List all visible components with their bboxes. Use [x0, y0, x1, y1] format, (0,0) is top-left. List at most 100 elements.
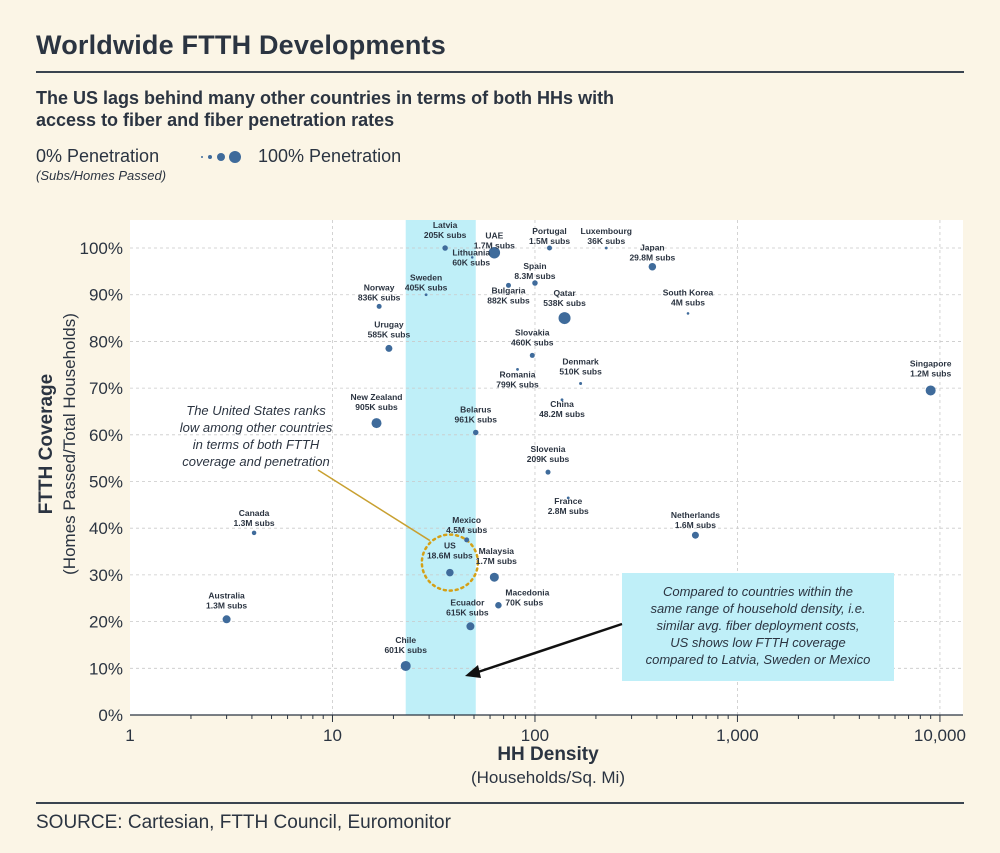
x-tick-label: 1,000	[716, 726, 759, 745]
point-country-label: Netherlands	[671, 510, 720, 520]
title-rule	[36, 71, 964, 73]
legend-size-dots	[201, 151, 241, 163]
x-tick-label: 1	[125, 726, 134, 745]
point-country-label: UAE	[485, 231, 503, 241]
data-point	[529, 352, 535, 358]
point-subs-label: 615K subs	[446, 607, 489, 617]
comparison-callout-text: similar avg. fiber deployment costs,	[656, 618, 859, 633]
data-point	[560, 398, 564, 402]
point-subs-label: 4.5M subs	[446, 525, 487, 535]
point-subs-label: 1.7M subs	[476, 556, 517, 566]
data-point	[222, 615, 231, 624]
us-callout-text: in terms of both FTTH	[193, 437, 320, 452]
point-country-label: Urugay	[374, 319, 404, 329]
point-country-label: Portugal	[532, 226, 566, 236]
point-subs-label: 460K subs	[511, 337, 554, 347]
data-point	[925, 385, 936, 396]
data-point	[505, 282, 511, 288]
density-highlight-band	[405, 220, 476, 715]
data-point	[400, 660, 411, 671]
data-point	[470, 256, 474, 259]
x-axis-title: HH Density	[497, 744, 599, 765]
comparison-callout-box	[622, 573, 894, 681]
data-point	[424, 293, 428, 297]
y-tick-label: 0%	[98, 706, 123, 725]
point-subs-label: 510K subs	[559, 366, 602, 376]
point-country-label: Canada	[239, 508, 270, 518]
point-country-label: Malaysia	[479, 546, 515, 556]
us-callout-leader	[317, 469, 431, 542]
point-country-label: Mexico	[452, 515, 481, 525]
point-subs-label: 961K subs	[454, 414, 497, 424]
footer-rule	[36, 802, 964, 804]
data-point	[566, 496, 570, 500]
us-callout-text: The United States ranks	[186, 403, 326, 418]
point-country-label: Lithuania	[452, 247, 490, 257]
point-country-label: Australia	[208, 590, 245, 600]
point-country-label: Chile	[395, 635, 416, 645]
us-callout-text: coverage and penetration	[182, 454, 329, 469]
point-country-label: Latvia	[433, 220, 458, 230]
point-subs-label: 799K subs	[496, 379, 539, 389]
point-subs-label: 1.5M subs	[529, 236, 570, 246]
data-point	[545, 469, 551, 475]
data-point	[648, 262, 657, 271]
data-point	[604, 246, 608, 250]
point-subs-label: 405K subs	[405, 283, 448, 293]
point-subs-label: 601K subs	[384, 645, 427, 655]
legend-note: (Subs/Homes Passed)	[36, 168, 167, 183]
point-subs-label: 836K subs	[358, 292, 401, 302]
data-point	[464, 537, 470, 543]
us-callout-text: low among other countries	[180, 420, 333, 435]
point-subs-label: 48.2M subs	[539, 409, 585, 419]
y-tick-label: 20%	[89, 613, 123, 632]
data-point	[579, 381, 583, 385]
point-subs-label: 585K subs	[368, 329, 411, 339]
point-subs-label: 1.3M subs	[234, 518, 275, 528]
source-note: SOURCE: Cartesian, FTTH Council, Euromon…	[36, 812, 451, 833]
point-country-label: Macedonia	[505, 587, 549, 597]
point-country-label: France	[554, 496, 582, 506]
comparison-callout-text: Compared to countries within the	[663, 584, 853, 599]
data-point	[558, 312, 571, 325]
x-axis-subtitle: (Households/Sq. Mi)	[471, 768, 625, 787]
point-country-label: Norway	[364, 282, 395, 292]
size-legend: 0% Penetration 100% Penetration (Subs/Ho…	[36, 146, 401, 183]
chart-subtitle: The US lags behind many other countries …	[36, 88, 615, 130]
y-tick-label: 60%	[89, 426, 123, 445]
us-highlight-circle	[420, 533, 480, 592]
point-subs-label: 18.6M subs	[427, 551, 473, 561]
point-subs-label: 60K subs	[452, 257, 490, 267]
point-country-label: Slovenia	[531, 444, 566, 454]
x-tick-label: 10,000	[914, 726, 966, 745]
data-point	[547, 245, 553, 251]
point-country-label: South Korea	[663, 287, 714, 297]
point-country-label: US	[444, 541, 456, 551]
point-country-label: Romania	[500, 369, 536, 379]
point-subs-label: 905K subs	[355, 402, 398, 412]
point-country-label: Singapore	[910, 358, 952, 368]
y-tick-label: 10%	[89, 659, 123, 678]
point-subs-label: 1.2M subs	[910, 368, 951, 378]
legend-min-label: 0% Penetration	[36, 146, 160, 166]
scatter-chart: 0% 10% 20% 30% 40% 50% 60% 70% 80% 90% 100% 1 10 100 1…	[36, 220, 966, 787]
data-point	[473, 429, 479, 436]
point-subs-label: 209K subs	[527, 454, 570, 464]
point-subs-label: 2.8M subs	[548, 506, 589, 516]
y-tick-label: 30%	[89, 566, 123, 585]
data-point	[489, 572, 499, 582]
point-country-label: Sweden	[410, 273, 442, 283]
point-country-label: Bulgaria	[491, 285, 525, 295]
data-point	[466, 622, 475, 631]
point-country-label: Ecuador	[450, 597, 485, 607]
comparison-callout-text: same range of household density, i.e.	[650, 601, 865, 616]
arrow-head-icon	[465, 665, 481, 678]
data-point	[532, 280, 538, 286]
legend-max-label: 100% Penetration	[258, 146, 402, 166]
point-country-label: Spain	[523, 261, 546, 271]
point-subs-label: 70K subs	[505, 597, 543, 607]
point-subs-label: 882K subs	[487, 295, 530, 305]
y-axis-subtitle: (Homes Passed/Total Households)	[60, 313, 79, 575]
x-tick-label: 100	[521, 726, 549, 745]
point-country-label: New Zealand	[351, 392, 403, 402]
